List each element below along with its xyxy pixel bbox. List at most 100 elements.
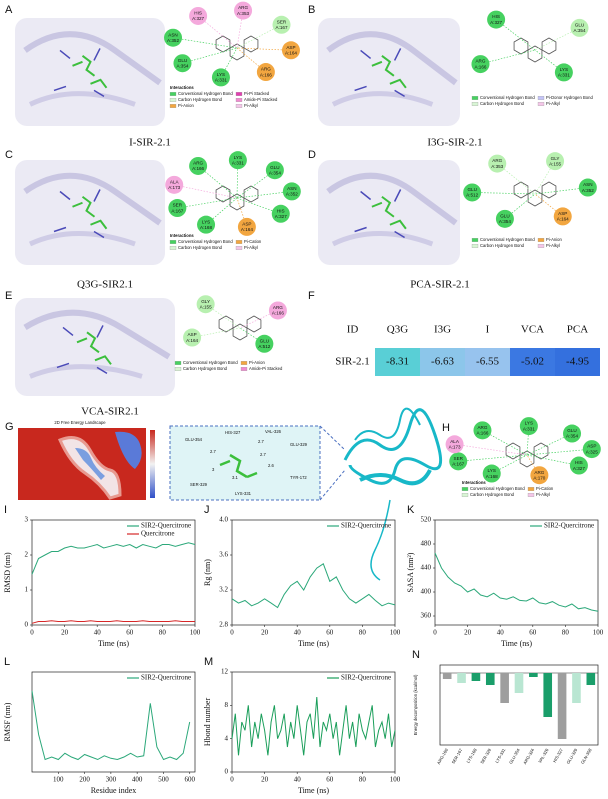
residue-name: ASP [187,332,196,337]
x-tick-label: LYS-331 [494,747,507,764]
energy-basin [75,448,105,480]
panel-letter: K [407,504,415,516]
residue-bubble [570,18,589,37]
y-tick-label: 3 [25,516,29,524]
interaction-line [174,184,238,199]
residue-bubble [211,68,230,87]
x-tick-label: 60 [126,629,134,637]
ligand-sticks [76,331,112,365]
x-tick-label: 0 [230,776,234,784]
residue-name: ARG [492,158,502,163]
legend-swatch [235,104,243,108]
bar [572,673,581,703]
series-line [434,552,599,612]
interaction-line [526,433,573,456]
residue-bubble [569,456,588,475]
panel-letter: G [5,421,14,433]
x-tick-label: 500 [158,776,169,784]
residue-id: A:168 [486,474,498,479]
x-tick-label: 80 [562,629,570,637]
series-line [231,696,396,756]
residue-bubble [265,161,284,180]
residue-name: HIS [575,460,583,465]
panel-letter: H [442,422,450,434]
interaction-line [172,37,238,49]
y-tick-label: 4.0 [219,516,228,524]
x-axis-label: Time (ns) [98,639,129,648]
table-cell: -6.55 [476,356,499,368]
legend-label: SIR2-Quercitrone [544,522,594,530]
residue-id: A:167 [171,208,183,213]
legend-swatch [235,98,243,102]
panel-letter: M [204,656,213,668]
residue-bubble [234,1,253,20]
interaction-line [458,454,528,462]
legend-label: Conventional Hydrogen Bond [480,237,535,242]
bar [586,673,596,685]
legend-label: Conventional Hydrogen Bond [178,239,233,244]
legend-swatch [527,493,535,497]
bar [471,673,481,681]
residue-sticks [354,189,405,239]
residue-bubble [519,417,538,436]
molecule-ring [246,315,262,333]
x-tick-label: GLU-329 [565,747,578,765]
colorbar [150,430,155,498]
panel-letter: N [412,649,420,661]
x-tick-label: SER-329 [479,747,492,765]
residue-name: SER [277,19,287,24]
residue-name: GLU [500,213,509,218]
residue-name: HIS [492,14,500,19]
residue-bubble [445,435,464,454]
molecule-ring [215,35,231,53]
residue-id: A:164 [186,338,198,343]
ligand-sticks [219,453,258,479]
residue-name: ARG [261,67,271,72]
residue-bubble [553,207,572,226]
plot-frame [439,664,599,746]
legend-label: Pi-Anion [249,360,265,365]
distance-label: 3.1 [232,475,238,480]
residue-name: LYS [488,468,496,473]
residue-id: A:164 [285,50,297,55]
y-tick-label: 8 [225,701,229,709]
legend-label: Amide-Pi Stacked [249,366,283,371]
panel-letter: J [204,504,210,516]
legend-label: SIR2-Quercitrone [141,522,191,530]
x-tick-label: 0 [433,629,437,637]
legend-swatch [527,487,535,491]
distance-label: 2.7 [258,439,264,444]
residue-name: ARG [475,59,485,64]
legend-label: Carbon Hydrogen Bond [470,492,515,497]
y-axis-label: Rg (nm) [203,559,212,586]
residue-id: A:164 [557,217,569,222]
heat-cell [375,348,420,376]
x-tick-label: 0 [230,629,234,637]
x-tick-label: 100 [53,776,64,784]
panel-caption: I3G-SIR-2.1 [427,137,482,149]
protein-cartoon [343,407,443,581]
legend-swatch [235,92,243,96]
residue-name: ARG [273,305,283,310]
y-axis-label: RMSD (nm) [3,552,12,593]
table-header: I3G [434,324,451,336]
y-axis-label: SASA (nm²) [406,552,415,592]
zoom-inset [169,425,321,501]
residue-sticks [53,189,105,239]
legend-label: Pi-Cation [244,239,262,244]
residue-bubble [487,10,506,29]
y-tick-label: 440 [421,564,432,572]
x-tick-label: 100 [190,629,201,637]
residue-id: A:173 [168,185,180,190]
x-tick-label: 600 [184,776,195,784]
residue-id: A:166 [260,72,272,77]
residue-name: HIS [277,208,285,213]
panel-letter: L [4,656,10,668]
legend-label: Pi-Alkyl [546,101,560,106]
legend-swatch [240,367,248,371]
residue-bubble [173,54,192,73]
legend-label: SIR2-Quercitrone [141,674,191,682]
energy-basin [58,436,122,500]
residue-id: A:166 [476,431,488,436]
legend-label: SIR2-Quercitrone [341,674,391,682]
